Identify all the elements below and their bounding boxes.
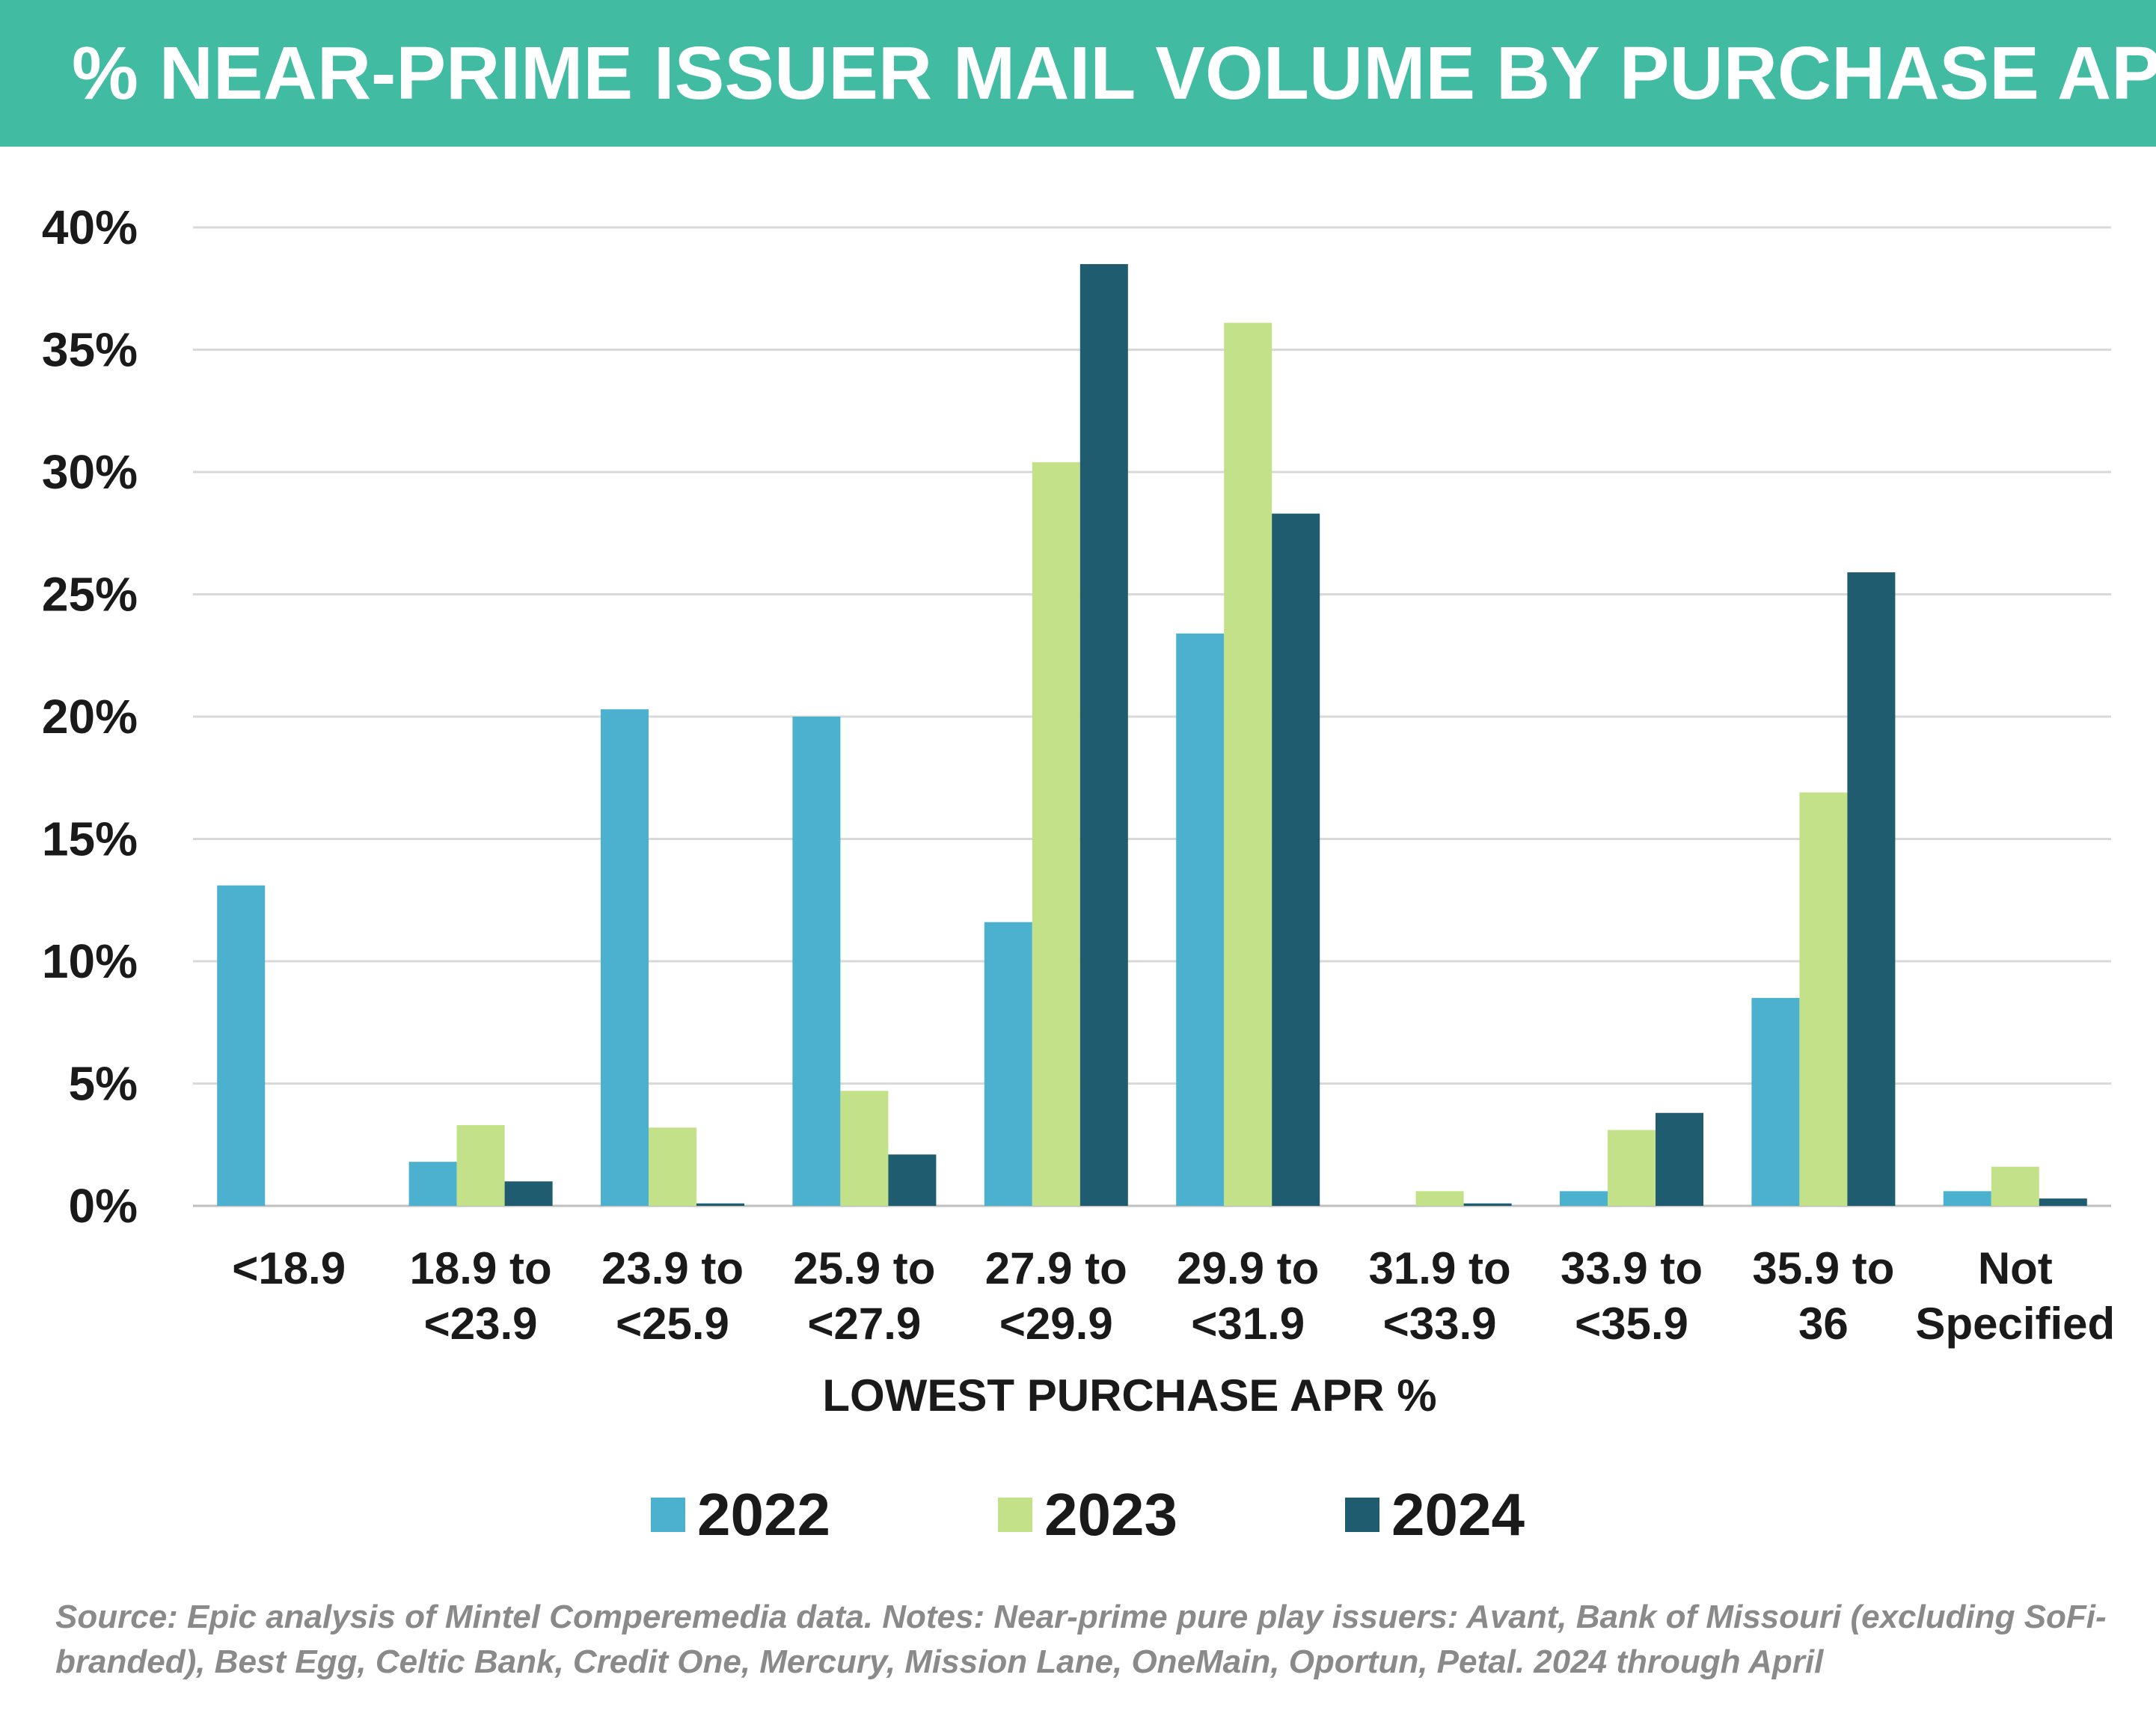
bar-2024-5 (1272, 513, 1320, 1206)
x-tick-label: 18.9 to <23.9 (410, 1243, 552, 1349)
source-footnote: Source: Epic analysis of Mintel Comperem… (55, 1599, 2107, 1680)
chart-title: % NEAR-PRIME ISSUER MAIL VOLUME BY PURCH… (72, 31, 2156, 115)
bar-2023-8 (1799, 792, 1848, 1206)
x-tick-line: 27.9 to (985, 1243, 1127, 1293)
bar-2022-9 (1943, 1191, 1991, 1206)
x-tick-line: <27.9 (807, 1299, 921, 1349)
x-tick-line: 18.9 to (410, 1243, 552, 1293)
x-tick-line: Specified (1915, 1299, 2115, 1349)
bar-2022-3 (792, 717, 841, 1206)
x-tick-line: 25.9 to (793, 1243, 935, 1293)
x-tick-label: <18.9 (232, 1243, 346, 1293)
x-tick-line: <23.9 (424, 1299, 538, 1349)
bar-2022-2 (601, 709, 649, 1206)
legend-item-2024: 2024 (1345, 1466, 1525, 1563)
bar-2024-7 (1656, 1112, 1703, 1206)
bar-2023-7 (1608, 1130, 1656, 1206)
x-tick-line: 33.9 to (1561, 1243, 1703, 1293)
x-tick-label: 29.9 to <31.9 (1177, 1243, 1319, 1349)
x-axis-title: LOWEST PURCHASE APR % (822, 1370, 1436, 1421)
bar-2024-1 (504, 1181, 553, 1206)
x-tick-line: <29.9 (999, 1299, 1113, 1349)
y-tick-label: 10% (42, 934, 138, 988)
x-tick-line: 36 (1798, 1299, 1849, 1349)
bar-2024-3 (888, 1154, 937, 1206)
y-tick-label: 20% (42, 690, 138, 744)
bar-2024-4 (1079, 264, 1128, 1206)
bar-2023-4 (1032, 462, 1080, 1206)
bar-2022-0 (217, 885, 266, 1206)
x-tick-line: <33.9 (1383, 1299, 1497, 1349)
x-tick-line: 23.9 to (601, 1243, 744, 1293)
bar-chart: 0% 5% 10% 15% 20% 25% 30% 35% 40% <18.9 18.9 to <23… (42, 200, 2115, 1421)
x-tick-label: 23.9 to <25.9 (601, 1243, 744, 1349)
bar-2022-8 (1751, 998, 1800, 1206)
y-tick-label: 30% (42, 445, 138, 499)
bar-2023-6 (1415, 1191, 1464, 1206)
bar-2024-9 (2039, 1198, 2087, 1206)
x-tick-label: 25.9 to <27.9 (793, 1243, 935, 1349)
y-tick-label: 5% (69, 1057, 138, 1111)
legend-swatch (1345, 1498, 1379, 1532)
bar-2023-1 (456, 1125, 505, 1206)
y-tick-label: 25% (42, 568, 138, 622)
x-tick-line: <35.9 (1575, 1299, 1688, 1349)
x-tick-label: 35.9 to 36 (1752, 1243, 1894, 1349)
x-tick-line: 35.9 to (1752, 1243, 1894, 1293)
legend-label: 2023 (1044, 1481, 1177, 1548)
x-tick-label: 27.9 to <29.9 (985, 1243, 1127, 1349)
legend-swatch (651, 1498, 685, 1532)
y-tick-label: 35% (42, 323, 138, 377)
x-tick-line: <25.9 (616, 1299, 729, 1349)
title-banner: % NEAR-PRIME ISSUER MAIL VOLUME BY PURCH… (0, 0, 2156, 147)
bar-2023-5 (1224, 322, 1273, 1206)
bar-2023-3 (840, 1091, 889, 1206)
bar-2022-1 (408, 1162, 457, 1206)
bar-2024-8 (1847, 572, 1896, 1206)
bar-2024-2 (696, 1203, 744, 1206)
x-tick-label: Not Specified (1915, 1243, 2115, 1349)
y-tick-label: 15% (42, 812, 138, 866)
bar-2023-9 (1991, 1166, 2039, 1206)
y-tick-label: 40% (42, 200, 138, 254)
x-tick-line: Not (1978, 1243, 2053, 1293)
bar-2022-7 (1560, 1191, 1608, 1206)
legend-label: 2022 (697, 1481, 830, 1548)
bar-2023-2 (649, 1127, 696, 1206)
y-tick-label: 0% (69, 1179, 138, 1233)
legend-item-2023: 2023 (998, 1466, 1177, 1563)
x-tick-line: 29.9 to (1177, 1243, 1319, 1293)
legend: 2022 2023 2024 (0, 1466, 2156, 1563)
x-tick-label: 33.9 to <35.9 (1561, 1243, 1703, 1349)
x-tick-line: 31.9 to (1369, 1243, 1511, 1293)
legend-item-2022: 2022 (651, 1466, 830, 1563)
legend-label: 2024 (1391, 1481, 1525, 1548)
x-tick-line: <31.9 (1191, 1299, 1305, 1349)
bar-2022-4 (984, 922, 1032, 1206)
bar-2022-5 (1176, 633, 1225, 1206)
legend-swatch (998, 1498, 1032, 1532)
x-tick-line: <18.9 (232, 1243, 346, 1293)
x-tick-label: 31.9 to <33.9 (1369, 1243, 1511, 1349)
bar-2024-6 (1463, 1203, 1512, 1206)
